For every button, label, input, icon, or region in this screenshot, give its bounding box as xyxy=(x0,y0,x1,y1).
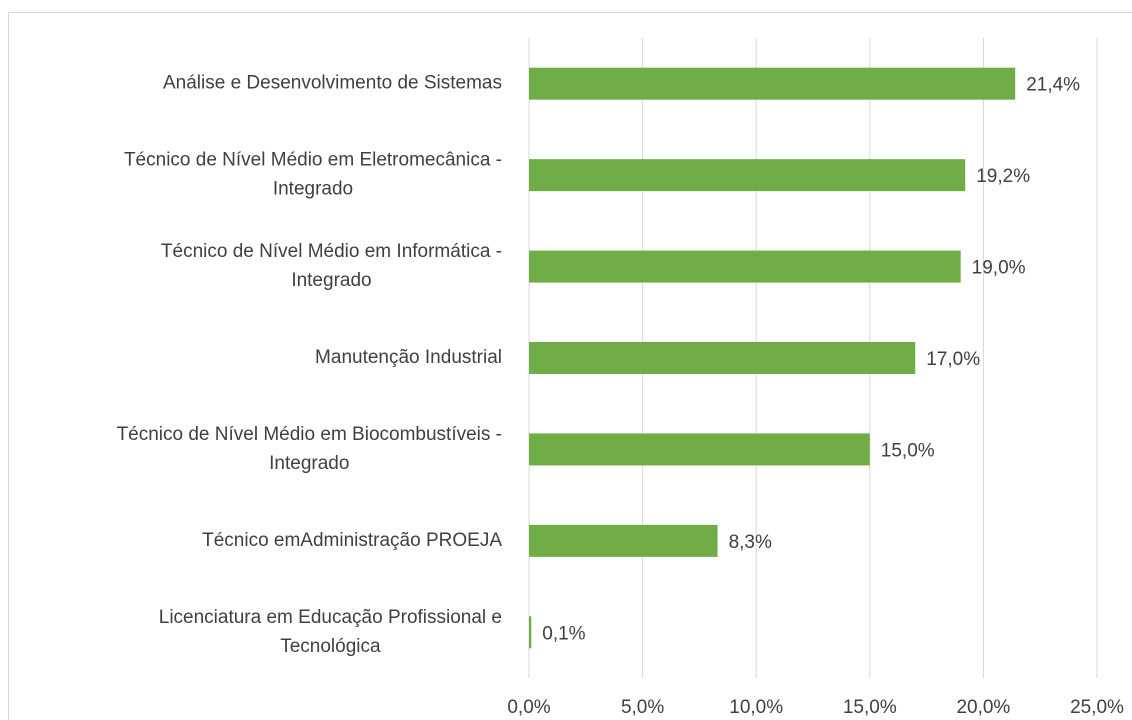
bar xyxy=(529,159,966,192)
y-tick-label: Tecnológica xyxy=(280,636,381,657)
y-tick-label: Técnico de Nível Médio em Biocombustívei… xyxy=(117,424,502,445)
bar xyxy=(529,250,961,283)
y-tick-label: Licenciatura em Educação Profissional e xyxy=(159,607,502,628)
x-tick-label: 25,0% xyxy=(1070,697,1124,718)
x-tick-label: 10,0% xyxy=(729,697,783,718)
y-tick-label: Análise e Desenvolvimento de Sistemas xyxy=(163,73,502,94)
value-label: 15,0% xyxy=(881,440,935,461)
value-label: 19,2% xyxy=(976,166,1030,187)
y-tick-label: Técnico de Nível Médio em Eletromecânica… xyxy=(124,150,502,171)
x-tick-label: 20,0% xyxy=(956,697,1010,718)
value-label: 0,1% xyxy=(542,623,585,644)
y-tick-label: Integrado xyxy=(273,179,353,200)
bar xyxy=(529,342,916,374)
value-label: 8,3% xyxy=(729,532,772,553)
x-tick-label: 5,0% xyxy=(621,697,664,718)
y-tick-label: Integrado xyxy=(291,270,371,291)
value-label: 17,0% xyxy=(926,349,980,370)
bar xyxy=(529,433,870,466)
y-tick-label: Técnico de Nível Médio em Informática - xyxy=(161,241,502,262)
value-label: 21,4% xyxy=(1026,75,1080,96)
y-tick-label: Manutenção Industrial xyxy=(315,347,502,368)
bar xyxy=(529,524,718,557)
value-label: 19,0% xyxy=(972,258,1026,279)
y-tick-label: Integrado xyxy=(269,453,349,474)
bar xyxy=(529,67,1016,100)
x-tick-label: 0,0% xyxy=(507,697,550,718)
x-tick-label: 15,0% xyxy=(843,697,897,718)
bar xyxy=(529,616,532,649)
y-tick-label: Técnico emAdministração PROEJA xyxy=(202,530,502,551)
